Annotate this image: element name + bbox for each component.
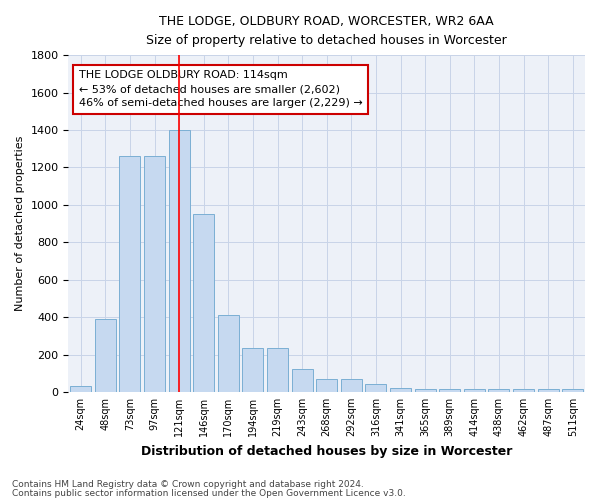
Bar bbox=[488, 389, 509, 392]
Bar bbox=[513, 389, 534, 392]
Bar bbox=[341, 379, 362, 392]
Bar bbox=[439, 389, 460, 392]
Text: Contains public sector information licensed under the Open Government Licence v3: Contains public sector information licen… bbox=[12, 488, 406, 498]
Bar bbox=[538, 389, 559, 392]
Bar bbox=[193, 214, 214, 392]
X-axis label: Distribution of detached houses by size in Worcester: Distribution of detached houses by size … bbox=[141, 444, 512, 458]
Bar bbox=[415, 389, 436, 392]
Y-axis label: Number of detached properties: Number of detached properties bbox=[15, 136, 25, 311]
Text: Contains HM Land Registry data © Crown copyright and database right 2024.: Contains HM Land Registry data © Crown c… bbox=[12, 480, 364, 489]
Bar bbox=[95, 319, 116, 392]
Bar bbox=[218, 315, 239, 392]
Bar bbox=[144, 156, 165, 392]
Bar bbox=[464, 389, 485, 392]
Title: THE LODGE, OLDBURY ROAD, WORCESTER, WR2 6AA
Size of property relative to detache: THE LODGE, OLDBURY ROAD, WORCESTER, WR2 … bbox=[146, 15, 507, 47]
Bar bbox=[562, 389, 583, 392]
Bar bbox=[267, 348, 288, 392]
Bar bbox=[292, 370, 313, 392]
Bar bbox=[242, 348, 263, 392]
Bar bbox=[365, 384, 386, 392]
Text: THE LODGE OLDBURY ROAD: 114sqm
← 53% of detached houses are smaller (2,602)
46% : THE LODGE OLDBURY ROAD: 114sqm ← 53% of … bbox=[79, 70, 362, 108]
Bar bbox=[316, 379, 337, 392]
Bar bbox=[70, 386, 91, 392]
Bar bbox=[390, 388, 411, 392]
Bar bbox=[169, 130, 190, 392]
Bar bbox=[119, 156, 140, 392]
